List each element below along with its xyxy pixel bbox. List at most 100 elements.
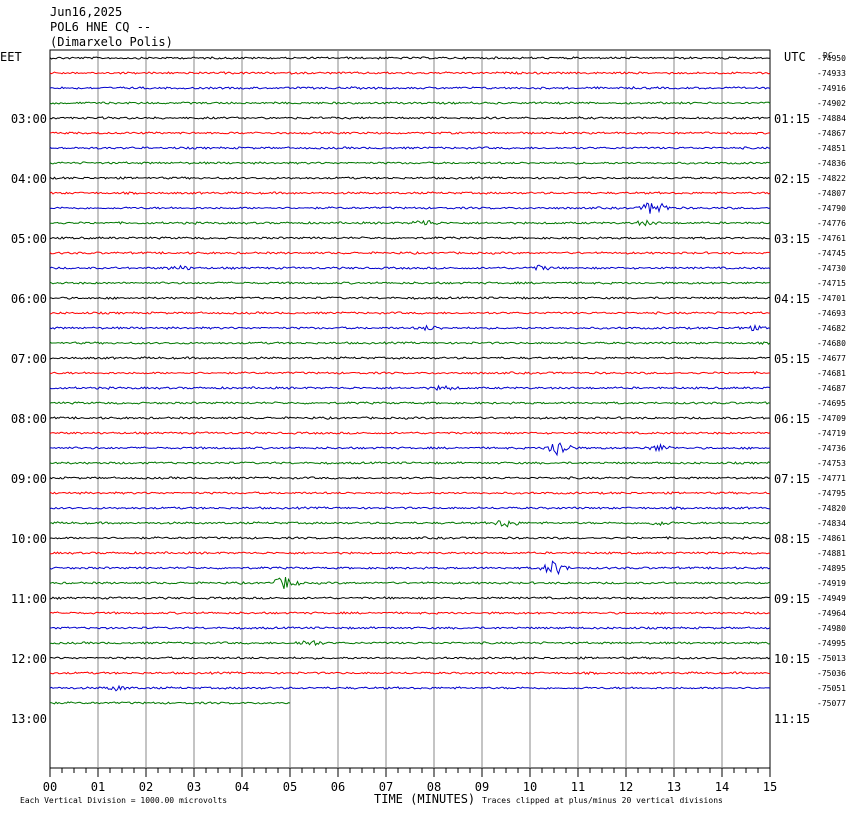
right-hour-label: 05:15 <box>774 352 810 366</box>
plot-frame <box>49 49 771 769</box>
dc-offset-label: -74677 <box>817 354 846 363</box>
header-station: POL6 HNE CQ -- <box>50 20 151 34</box>
dc-offset-label: -74761 <box>817 234 846 243</box>
x-tick-label: 15 <box>763 780 777 794</box>
left-hour-label: 06:00 <box>11 292 47 306</box>
trace-row <box>49 596 771 600</box>
right-timezone-label: UTC <box>784 50 806 64</box>
trace-row <box>49 701 291 705</box>
trace-row <box>49 161 770 165</box>
x-tick-label: 06 <box>331 780 345 794</box>
left-hour-label: 07:00 <box>11 352 47 366</box>
trace-row <box>49 684 771 692</box>
dc-offset-label: -75077 <box>817 699 846 708</box>
dc-offset-label: -74753 <box>817 459 846 468</box>
dc-offset-label: -74719 <box>817 429 846 438</box>
dc-offset-label: -74933 <box>817 69 846 78</box>
trace-row <box>50 371 770 375</box>
trace-row <box>49 311 771 315</box>
left-hour-label: 04:00 <box>11 172 47 186</box>
x-tick-label: 12 <box>619 780 633 794</box>
dc-offset-label: -75036 <box>817 669 846 678</box>
trace-row <box>50 551 771 555</box>
grid-layer <box>49 49 771 777</box>
dc-offset-label: -74795 <box>817 489 846 498</box>
right-hour-label: 04:15 <box>774 292 810 306</box>
dc-offset-label: -74916 <box>817 84 846 93</box>
x-tick-label: 00 <box>43 780 57 794</box>
trace-row <box>49 416 771 420</box>
dc-offset-label: -74682 <box>817 324 846 333</box>
dc-offset-label: -74701 <box>817 294 846 303</box>
trace-row <box>49 577 771 589</box>
dc-offset-label: -74851 <box>817 144 846 153</box>
right-hour-label: 06:15 <box>774 412 810 426</box>
x-tick-label: 11 <box>571 780 585 794</box>
trace-row <box>49 191 771 195</box>
dc-offset-label: -74790 <box>817 204 846 213</box>
dc-offset-label: -74709 <box>817 414 846 423</box>
left-hour-label: 09:00 <box>11 472 47 486</box>
dc-offset-label: -74776 <box>817 219 846 228</box>
right-hour-label: 07:15 <box>774 472 810 486</box>
trace-row <box>49 101 771 105</box>
left-hour-label: 10:00 <box>11 532 47 546</box>
trace-row <box>49 519 771 528</box>
trace-row <box>49 56 771 60</box>
right-hour-label: 08:15 <box>774 532 810 546</box>
dc-offset-label: -74867 <box>817 129 846 138</box>
scale-note: Each Vertical Division = 1000.00 microvo… <box>20 796 227 805</box>
dc-offset-label: -74771 <box>817 474 846 483</box>
trace-row <box>49 356 770 360</box>
trace-layer <box>49 56 771 705</box>
dc-offset-label: -74895 <box>817 564 846 573</box>
dc-offset-label: -74964 <box>817 609 846 618</box>
clip-note: Traces clipped at plus/minus 20 vertical… <box>482 796 723 805</box>
trace-row <box>49 639 771 647</box>
dc-offset-label: -74807 <box>817 189 846 198</box>
x-tick-label: 14 <box>715 780 729 794</box>
trace-row <box>49 431 771 435</box>
trace-row <box>49 626 771 630</box>
dc-offset-label: -74949 <box>817 594 846 603</box>
trace-row <box>49 264 771 272</box>
trace-row <box>49 251 771 255</box>
dc-offset-label: -74822 <box>817 174 846 183</box>
trace-row <box>50 442 771 457</box>
dc-offset-label: -74736 <box>817 444 846 453</box>
left-hour-label: 08:00 <box>11 412 47 426</box>
left-hour-label: 03:00 <box>11 112 47 126</box>
header-location: (Dimarxelo Polis) <box>50 35 173 49</box>
left-hour-label: 13:00 <box>11 712 47 726</box>
trace-row <box>49 324 771 332</box>
trace-row <box>49 536 771 540</box>
x-tick-label: 13 <box>667 780 681 794</box>
trace-row <box>49 202 771 214</box>
trace-row <box>49 341 771 345</box>
trace-row <box>49 506 770 510</box>
left-hour-label: 12:00 <box>11 652 47 666</box>
dc-offset-label: -74730 <box>817 264 846 273</box>
dc-offset-label: -74820 <box>817 504 846 513</box>
trace-row <box>49 384 771 391</box>
dc-offset-label: -74884 <box>817 114 846 123</box>
x-tick-label: 02 <box>139 780 153 794</box>
trace-row <box>49 656 771 660</box>
right-hour-label: 03:15 <box>774 232 810 246</box>
dc-offset-label: -75051 <box>817 684 846 693</box>
dc-offset-label: -75013 <box>817 654 846 663</box>
dc-offset-label: -74745 <box>817 249 846 258</box>
dc-offset-label: -74715 <box>817 279 846 288</box>
dc-offset-label: -74881 <box>817 549 846 558</box>
x-axis-label: TIME (MINUTES) <box>374 792 475 806</box>
dc-offset-label: -74687 <box>817 384 846 393</box>
dc-offset-label: -74834 <box>817 519 846 528</box>
dc-offset-label: -74695 <box>817 399 846 408</box>
trace-row <box>49 401 771 405</box>
x-tick-label: 01 <box>91 780 105 794</box>
trace-row <box>49 296 771 300</box>
dc-offset-label: -74680 <box>817 339 846 348</box>
trace-row <box>49 461 771 465</box>
x-tick-label: 10 <box>523 780 537 794</box>
